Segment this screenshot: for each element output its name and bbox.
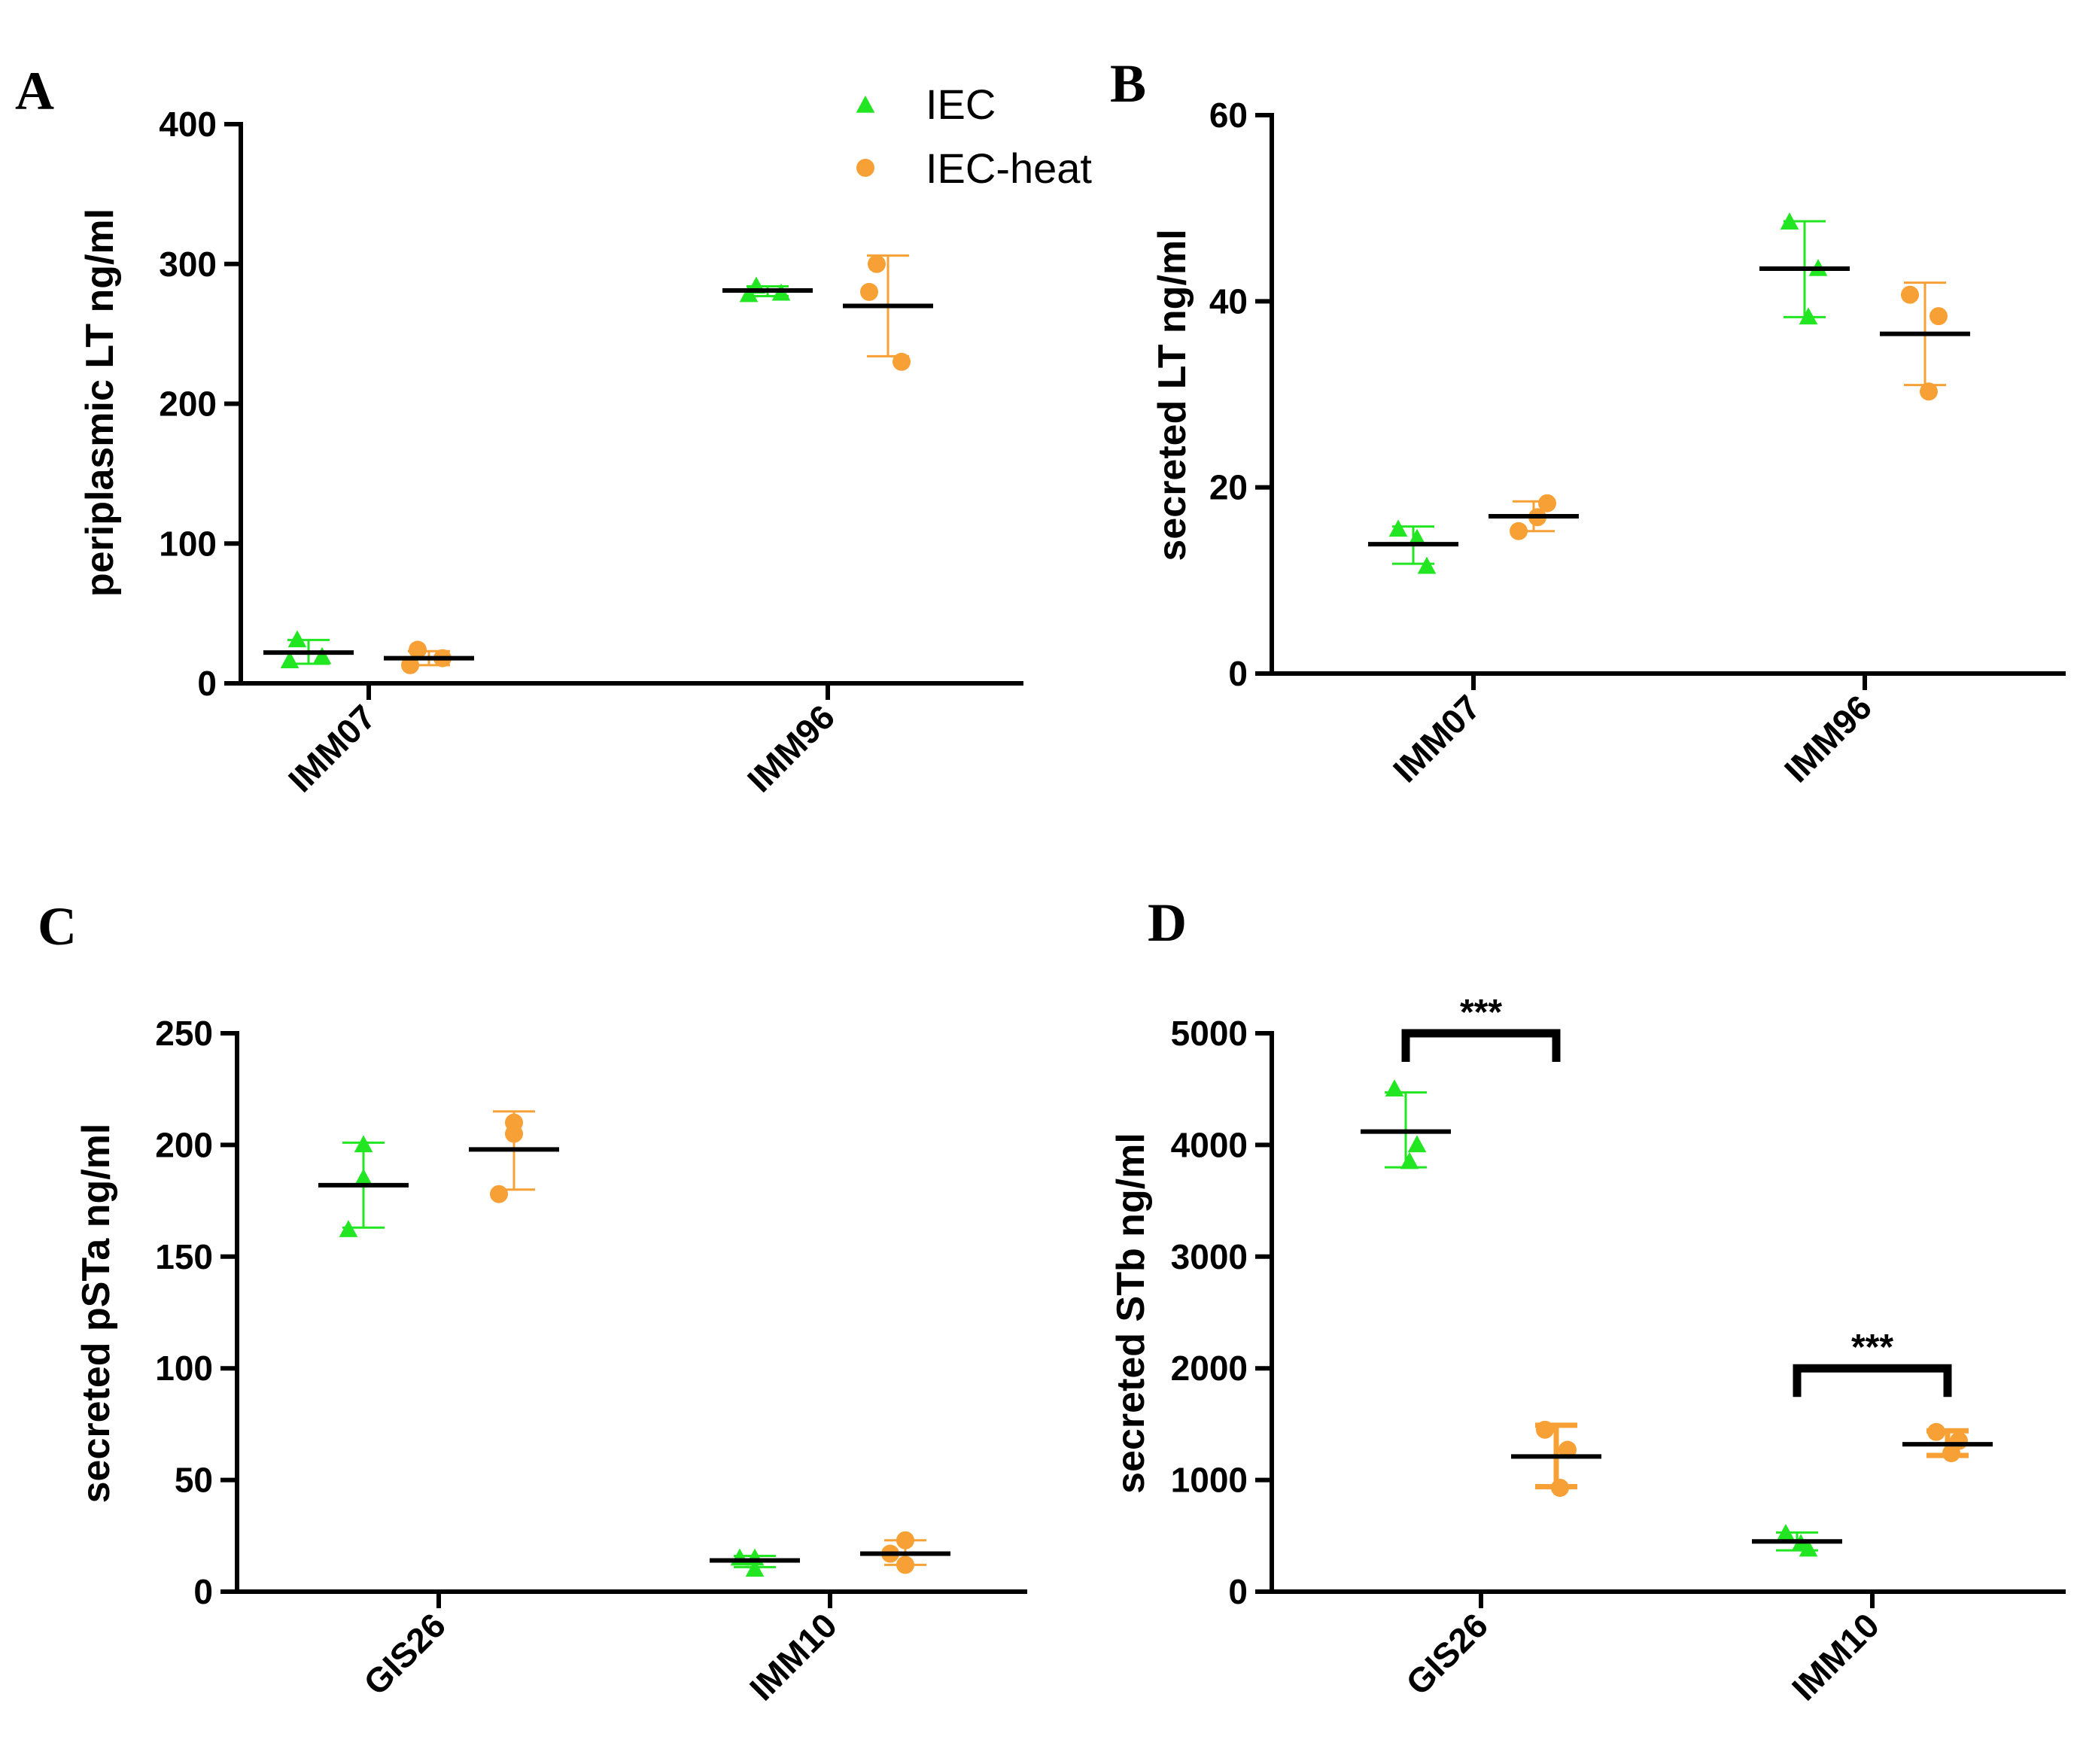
y-tick-label-c: 150 [155, 1237, 213, 1276]
data-point-d-imm10-iec-heat [1927, 1422, 1945, 1441]
data-point-d-gis26-iec [1407, 1135, 1427, 1153]
panel-b: B secreted LT ng/ml 0 20 40 60 IMM07 IMM96 [1110, 53, 2066, 789]
data-point-b-imm07-iec [1417, 556, 1437, 574]
y-tick-label-d: 0 [1228, 1572, 1248, 1611]
significance-bracket-imm10 [1793, 1364, 1952, 1398]
legend-label-iec-heat: IEC-heat [926, 144, 1092, 192]
panel-d: D secreted STb ng/ml 0 1000 2000 3000 4000 50… [1109, 893, 2066, 1708]
data-point-a-imm07-iec-heat [409, 640, 427, 659]
category-label-imm96: IMM96 [740, 697, 842, 799]
y-tick-label-d: 4000 [1171, 1125, 1248, 1164]
data-point-b-imm96-iec-heat [1930, 307, 1948, 326]
panel-letter-c: C [38, 896, 77, 957]
data-point-a-imm96-iec-heat [893, 352, 911, 371]
data-point-c-gis26-iec [354, 1135, 373, 1153]
y-tick-label-d: 5000 [1171, 1014, 1248, 1053]
y-tick-label-a: 300 [159, 245, 217, 284]
y-tick-label-b: 0 [1228, 654, 1248, 693]
data-point-b-imm07-iec-heat [1538, 494, 1556, 512]
y-tick-label-a: 100 [159, 524, 217, 563]
data-point-a-imm07-iec [312, 646, 332, 665]
data-point-a-imm96-iec-heat [868, 254, 886, 273]
panel-letter-b: B [1110, 53, 1146, 114]
y-tick-label-c: 0 [193, 1572, 213, 1611]
y-axis-title-a: periplasmic LT ng/ml [78, 208, 122, 597]
data-point-a-imm96-iec-heat [860, 282, 878, 301]
significance-label-gis26: *** [1460, 993, 1502, 1033]
data-point-d-imm10-iec [1776, 1523, 1796, 1541]
legend-label-iec: IEC [926, 81, 996, 128]
y-tick-label-b: 60 [1209, 96, 1248, 135]
y-axis-title-c: secreted pSTa ng/ml [75, 1124, 118, 1504]
y-tick-label-a: 0 [197, 664, 217, 703]
legend-triangle-marker [856, 96, 875, 113]
data-point-c-gis26-iec [354, 1168, 373, 1186]
data-point-d-gis26-iec [1400, 1151, 1419, 1169]
legend-item-iec-heat: IEC-heat [856, 144, 1092, 192]
category-label-imm10: IMM10 [1784, 1605, 1887, 1708]
data-point-c-imm10-iec-heat [896, 1556, 914, 1574]
data-point-d-imm10-iec-heat [1942, 1443, 1960, 1462]
data-point-d-gis26-iec [1385, 1079, 1404, 1096]
y-tick-label-d: 1000 [1171, 1461, 1248, 1500]
significance-bracket-gis26 [1401, 1029, 1561, 1062]
y-tick-label-c: 250 [155, 1014, 213, 1053]
data-point-a-imm07-iec [287, 630, 307, 648]
panel-letter-a: A [15, 61, 54, 121]
y-tick-label-b: 20 [1209, 468, 1248, 507]
data-point-b-imm07-iec [1407, 528, 1427, 546]
panel-letter-d: D [1148, 893, 1187, 953]
y-tick-label-b: 40 [1209, 281, 1248, 321]
significance-label-imm10: *** [1851, 1328, 1893, 1367]
y-tick-label-d: 2000 [1171, 1349, 1248, 1388]
category-label-imm07: IMM07 [1385, 687, 1488, 789]
data-point-b-imm96-iec [1799, 307, 1818, 325]
data-point-d-gis26-iec-heat [1536, 1420, 1554, 1439]
data-point-d-gis26-iec-heat [1551, 1478, 1569, 1497]
category-label-imm96: IMM96 [1777, 687, 1879, 789]
legend-item-iec: IEC [856, 81, 996, 128]
legend: IEC IEC-heat [856, 81, 1092, 192]
category-label-gis26: GIS26 [1398, 1605, 1495, 1702]
data-point-b-imm07-iec [1388, 519, 1408, 537]
category-label-imm07: IMM07 [281, 697, 383, 799]
y-tick-label-c: 50 [175, 1461, 213, 1500]
data-point-c-gis26-iec-heat [490, 1185, 508, 1203]
data-point-a-imm07-iec [280, 651, 300, 669]
data-point-c-imm10-iec [745, 1559, 765, 1577]
data-point-a-imm96-iec [739, 284, 759, 303]
data-point-b-imm07-iec-heat [1510, 522, 1528, 540]
data-point-a-imm07-iec-heat [401, 655, 419, 674]
y-axis-title-b: secreted LT ng/ml [1151, 229, 1194, 561]
y-tick-label-a: 400 [159, 105, 217, 144]
data-point-c-imm10-iec-heat [896, 1531, 914, 1550]
y-axis-title-d: secreted STb ng/ml [1109, 1133, 1153, 1494]
legend-circle-marker [856, 159, 874, 177]
data-point-c-gis26-iec [339, 1220, 358, 1237]
data-point-b-imm96-iec-heat [1901, 285, 1919, 304]
panel-c: C secreted pSTa ng/ml 0 50 100 150 200 250 GIS… [38, 896, 1027, 1708]
y-tick-label-c: 100 [155, 1349, 213, 1388]
category-label-imm10: IMM10 [742, 1605, 844, 1708]
data-point-b-imm96-iec [1780, 212, 1799, 230]
category-label-gis26: GIS26 [356, 1605, 453, 1702]
data-point-c-gis26-iec-heat [505, 1124, 523, 1143]
y-tick-label-d: 3000 [1171, 1237, 1248, 1276]
data-point-b-imm96-iec-heat [1920, 382, 1938, 401]
y-tick-label-c: 200 [155, 1125, 213, 1164]
y-tick-label-a: 200 [159, 385, 217, 424]
